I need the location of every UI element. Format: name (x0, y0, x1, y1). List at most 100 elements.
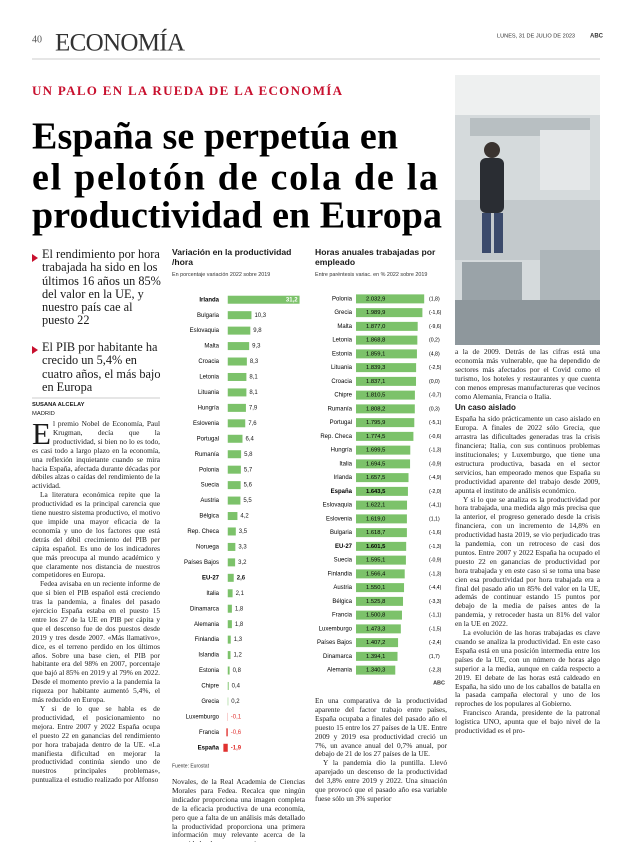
category-label: Portugal (197, 436, 219, 442)
value-label: 0,8 (233, 668, 242, 674)
change-label: (-0,6) (429, 434, 442, 440)
value-label: 1.808,2 (366, 406, 385, 412)
change-label: (-1,3) (429, 448, 442, 454)
category-label: Polonia (332, 296, 353, 302)
category-label: Lituania (331, 365, 353, 371)
value-label: 0,4 (232, 684, 241, 690)
change-label: (4,8) (429, 351, 440, 357)
change-label: (-0,9) (429, 558, 442, 564)
bar (356, 596, 404, 606)
paragraph: España ha sido prácticamente un caso ais… (455, 414, 600, 495)
change-label: (-3,3) (429, 599, 442, 605)
value-label: 8,3 (250, 359, 259, 365)
category-label: Croacia (331, 379, 352, 385)
bar (356, 665, 396, 675)
category-label: Países Bajos (317, 640, 352, 646)
value-label: 2,1 (236, 591, 245, 597)
value-label: 1.550,1 (366, 585, 385, 591)
value-label: 1.619,0 (366, 516, 385, 522)
category-label: Bélgica (332, 599, 352, 605)
value-label: 1.407,2 (366, 640, 385, 646)
bar (227, 326, 251, 335)
bar (227, 542, 236, 551)
value-label: 1,8 (235, 622, 244, 628)
category-label: Portugal (330, 420, 352, 426)
bar (227, 342, 250, 351)
text-column: En una comparativa de la productividad a… (315, 697, 447, 842)
category-label: Polonia (199, 467, 220, 473)
bar (356, 390, 415, 400)
category-label: Eslovenia (193, 421, 220, 427)
kicker: UN PALO EN LA RUEDA DE LA ECONOMÍA (32, 83, 343, 98)
category-label: EU-27 (202, 575, 220, 581)
bar (356, 418, 415, 428)
category-label: Rep. Checa (320, 434, 352, 440)
value-label: 6,4 (245, 436, 254, 442)
bar (227, 512, 238, 521)
value-label: 1.837,1 (366, 379, 385, 385)
category-label: Dinamarca (190, 606, 220, 612)
category-label: Chipre (201, 684, 219, 690)
bar (356, 610, 402, 620)
paragraph: El premio Nobel de Economía, Paul Krugma… (32, 420, 160, 491)
value-label: 5,7 (244, 467, 253, 473)
value-label: 1.566,4 (366, 571, 386, 577)
bar (356, 431, 414, 441)
paragraph: Y la pandemia dio la puntilla. Llevó apa… (315, 758, 447, 803)
category-label: Grecia (201, 699, 219, 705)
category-label: Hungría (198, 405, 220, 411)
value-label: 1.601,5 (366, 544, 386, 550)
bar (356, 514, 407, 524)
change-label: (1,1) (429, 516, 440, 522)
bar (356, 555, 406, 565)
category-label: Croacia (198, 359, 219, 365)
category-label: Malta (204, 344, 219, 350)
bar (356, 624, 401, 634)
value-label: -0,1 (231, 714, 242, 720)
value-label: 7,6 (248, 421, 257, 427)
category-label: Bulgaria (330, 530, 353, 536)
value-label: 5,8 (244, 452, 253, 458)
value-label: 1.810,5 (366, 393, 385, 399)
bar (227, 635, 231, 644)
value-label: 1.622,1 (366, 503, 385, 509)
bar (356, 404, 415, 414)
category-label: Austria (333, 585, 352, 591)
subhead: Un caso aislado (455, 403, 516, 413)
bar (227, 527, 236, 536)
value-label: 1,2 (234, 653, 243, 659)
category-label: Luxemburgo (319, 626, 353, 632)
bar (356, 528, 407, 538)
bar (356, 500, 408, 510)
bar (356, 335, 418, 345)
category-label: Finlandia (195, 637, 220, 643)
page-number: 40 (32, 34, 42, 45)
value-label: 1.643,5 (366, 489, 386, 495)
chart-title: Horas anuales trabajadas por empleado (315, 247, 436, 267)
category-label: Malta (337, 324, 352, 330)
change-label: (-2,0) (429, 489, 442, 495)
value-label: 1,3 (234, 637, 243, 643)
value-label: 5,6 (244, 483, 253, 489)
bar (227, 496, 241, 505)
value-label: 1.394,1 (366, 654, 385, 660)
bar (227, 589, 233, 598)
bar (226, 728, 228, 737)
value-label: 1.774,5 (366, 434, 385, 440)
value-label: 1.340,3 (366, 668, 385, 674)
bar (227, 558, 236, 567)
brand: ABC (590, 34, 604, 40)
value-label: 1.595,1 (366, 558, 385, 564)
value-label: 5,5 (243, 498, 252, 504)
bar (356, 349, 417, 359)
change-label: (-1,6) (429, 310, 442, 316)
change-label: (-2,3) (429, 668, 442, 674)
section-title: ECONOMÍA (55, 29, 185, 57)
category-label: Dinamarca (323, 654, 353, 660)
change-label: (-4,4) (429, 585, 442, 591)
chart-title: Variación en la productividad /hora (172, 247, 292, 267)
value-label: 1.795,9 (366, 420, 385, 426)
paragraph: Y si de lo que se habla es de productivi… (32, 704, 160, 785)
bullet-marker (32, 254, 38, 262)
